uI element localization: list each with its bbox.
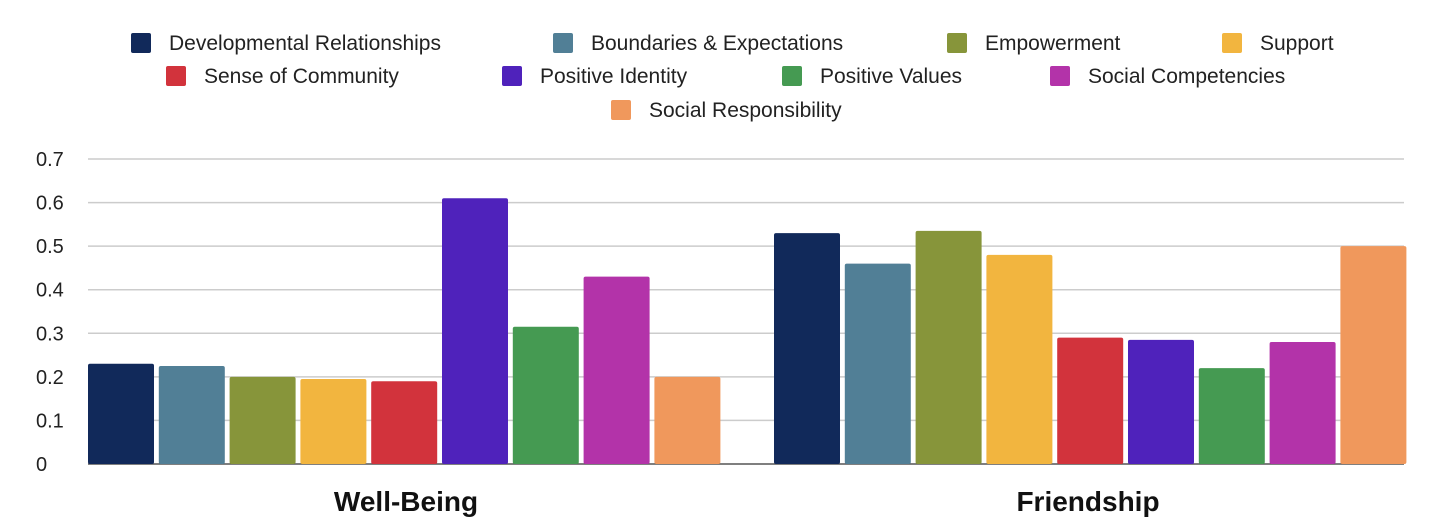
bar-friendship-positive-identity <box>1128 339 1194 464</box>
y-gridlines <box>88 158 1404 465</box>
legend-label-developmental-relationships: Developmental Relationships <box>169 32 441 55</box>
y-axis-tick-labels: 0 0.1 0.2 0.3 0.4 0.5 0.6 0.7 <box>36 149 64 476</box>
bar-friendship-developmental-relationships <box>774 233 840 464</box>
legend-swatch-developmental-relationships <box>131 33 151 53</box>
y-tick-label: 0.2 <box>36 367 64 389</box>
bar-well-being-social-competencies <box>583 276 650 464</box>
legend-swatch-social-responsibility <box>611 100 631 120</box>
category-label-friendship: Friendship <box>1016 486 1159 517</box>
legend-label-social-responsibility: Social Responsibility <box>649 99 842 122</box>
legend-item-support: Support <box>1222 32 1334 55</box>
y-tick-label: 0.7 <box>36 149 64 171</box>
legend-label-empowerment: Empowerment <box>985 32 1121 55</box>
bar-friendship-positive-values <box>1198 368 1265 464</box>
legend-label-boundaries-and-expectations: Boundaries & Expectations <box>591 32 843 55</box>
bar-well-being-boundaries-and-expectations <box>158 365 225 464</box>
legend-item-social-competencies: Social Competencies <box>1050 65 1285 88</box>
legend-item-developmental-relationships: Developmental Relationships <box>131 32 441 55</box>
legend-swatch-sense-of-community <box>166 66 186 86</box>
legend-label-social-competencies: Social Competencies <box>1088 65 1285 88</box>
legend-item-social-responsibility: Social Responsibility <box>611 99 842 122</box>
legend: Developmental Relationships Boundaries & … <box>131 32 1334 122</box>
legend-swatch-social-competencies <box>1050 66 1070 86</box>
y-tick-label: 0.5 <box>36 236 64 258</box>
legend-label-support: Support <box>1260 32 1334 55</box>
y-tick-label: 0.4 <box>36 280 64 302</box>
y-tick-label: 0 <box>36 454 47 476</box>
legend-swatch-positive-values <box>782 66 802 86</box>
legend-swatch-positive-identity <box>502 66 522 86</box>
legend-item-positive-identity: Positive Identity <box>502 65 688 88</box>
bars <box>88 198 1407 464</box>
bar-well-being-support <box>300 379 367 464</box>
legend-swatch-empowerment <box>947 33 967 53</box>
bar-friendship-social-responsibility <box>1340 246 1407 464</box>
bar-well-being-positive-values <box>512 326 579 464</box>
bar-friendship-support <box>986 254 1053 464</box>
legend-item-positive-values: Positive Values <box>782 65 962 88</box>
bar-friendship-sense-of-community <box>1057 337 1124 464</box>
category-label-well-being: Well-Being <box>334 486 478 517</box>
bar-well-being-social-responsibility <box>654 376 721 464</box>
legend-item-sense-of-community: Sense of Community <box>166 65 399 88</box>
legend-swatch-boundaries-and-expectations <box>553 33 573 53</box>
bar-well-being-positive-identity <box>442 198 508 464</box>
legend-item-boundaries-and-expectations: Boundaries & Expectations <box>553 32 843 55</box>
bar-friendship-social-competencies <box>1269 342 1336 464</box>
legend-label-positive-identity: Positive Identity <box>540 65 688 88</box>
y-tick-label: 0.1 <box>36 410 64 432</box>
x-axis-category-labels: Well-Being Friendship <box>334 486 1160 517</box>
y-tick-label: 0.3 <box>36 323 64 345</box>
legend-label-sense-of-community: Sense of Community <box>204 65 399 88</box>
bar-friendship-boundaries-and-expectations <box>844 263 911 464</box>
bar-friendship-empowerment <box>915 230 982 464</box>
legend-item-empowerment: Empowerment <box>947 32 1121 55</box>
legend-label-positive-values: Positive Values <box>820 65 962 88</box>
y-tick-label: 0.6 <box>36 193 64 215</box>
bar-well-being-developmental-relationships <box>88 363 154 464</box>
bar-well-being-sense-of-community <box>371 381 438 464</box>
legend-swatch-support <box>1222 33 1242 53</box>
bar-well-being-empowerment <box>229 376 296 464</box>
